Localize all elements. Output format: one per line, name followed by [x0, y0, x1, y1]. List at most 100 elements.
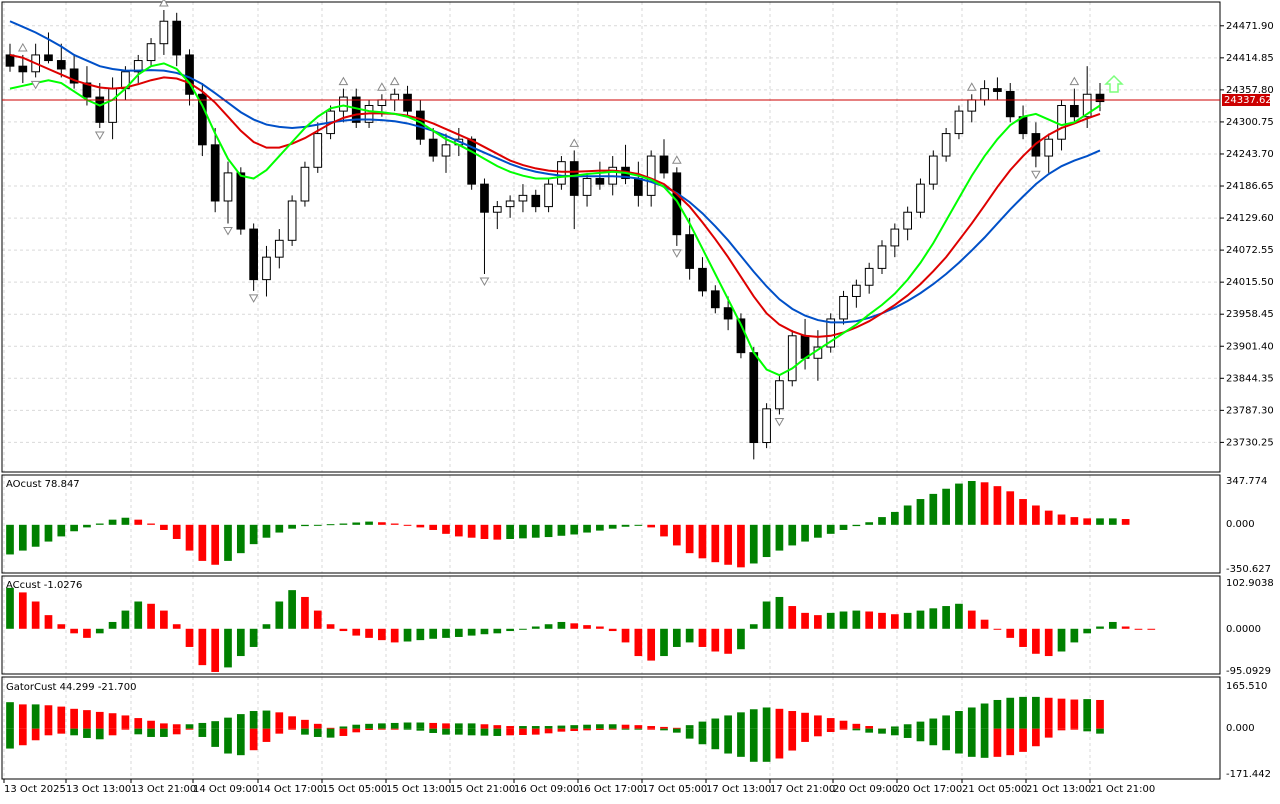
gator-down-bar: [929, 728, 938, 746]
candle-body: [403, 93, 412, 112]
ao-bar: [70, 524, 78, 532]
gator-down-bar: [31, 728, 40, 741]
ac-bar: [1134, 628, 1143, 630]
ac-bar: [339, 628, 348, 632]
fractal-up-marker: [17, 42, 28, 52]
ac-bar: [378, 628, 386, 641]
gator-up-bar: [544, 726, 553, 729]
ac-bar: [108, 621, 117, 629]
gator-up-bar: [698, 721, 707, 729]
gator-down-bar: [672, 728, 681, 733]
fractal-down-marker: [30, 80, 41, 90]
gator-up-bar: [608, 724, 617, 729]
ac-bar: [685, 628, 694, 643]
ao-bar: [288, 524, 296, 529]
gator-y-top: 165.510: [1226, 681, 1267, 692]
gator-up-bar: [570, 725, 579, 729]
candle-body: [685, 234, 694, 269]
ao-bar: [698, 524, 707, 559]
ao-bar: [275, 524, 284, 533]
ac-bar: [493, 628, 502, 634]
gator-up-bar: [826, 718, 835, 729]
gator-up-bar: [1057, 698, 1066, 729]
candle-body: [1057, 104, 1066, 140]
gator-up-bar: [249, 711, 258, 729]
gator-down-bar: [236, 728, 245, 756]
ac-bar: [621, 628, 630, 643]
ao-bar: [454, 524, 463, 537]
ac-bar: [608, 628, 617, 632]
gator-down-bar: [839, 728, 848, 730]
ao-bar: [365, 521, 373, 525]
gator-up-bar: [852, 723, 861, 729]
gator-down-bar: [6, 728, 14, 749]
gator-down-bar: [185, 728, 194, 730]
gator-up-bar: [1096, 699, 1104, 729]
gator-up-bar: [467, 723, 476, 729]
gator-up-bar: [1083, 699, 1092, 729]
candle-body: [749, 352, 759, 444]
gator-up-bar: [44, 705, 53, 729]
ac-bar: [429, 628, 438, 639]
ac-y-bot: -95.0929: [1226, 666, 1271, 677]
ac-bar: [955, 603, 963, 629]
gator-up-bar: [211, 721, 220, 729]
candle-body: [569, 161, 579, 196]
ac-bar: [365, 628, 373, 638]
gator-up-bar: [262, 710, 271, 729]
candle-body: [172, 20, 182, 56]
gator-down-bar: [814, 728, 822, 737]
ac-bar: [18, 592, 27, 629]
ac-bar: [544, 624, 553, 629]
gator-up-bar: [31, 704, 40, 729]
ao-bar: [531, 524, 540, 538]
candle-body: [531, 194, 541, 208]
gator-down-bar: [160, 728, 168, 737]
fractal-up-marker: [671, 155, 682, 164]
fractal-up-marker: [377, 82, 387, 91]
ao-bar: [480, 524, 489, 539]
ao-bar: [83, 524, 91, 528]
gator-up-bar: [967, 707, 976, 729]
main-panel-frame: [1, 1, 1221, 473]
gator-down-bar: [83, 728, 91, 738]
gator-down-bar: [442, 728, 450, 735]
candle-body: [800, 335, 810, 359]
gator-down-bar: [903, 728, 912, 738]
gator-down-bar: [390, 728, 399, 730]
fractal-up-marker: [569, 138, 580, 147]
x-tick-label: 14 Oct 09:00: [193, 784, 258, 795]
ao-bar: [262, 524, 271, 538]
ac-bar: [121, 610, 130, 629]
ao-bar: [249, 524, 258, 545]
gator-up-bar: [442, 723, 450, 729]
candle-body: [582, 178, 592, 196]
gator-down-bar: [544, 728, 553, 734]
gator-up-bar: [313, 723, 322, 729]
ao-bar: [955, 483, 963, 525]
ac-bar: [198, 628, 207, 666]
ao-bar: [685, 524, 694, 554]
candle-body: [723, 307, 733, 320]
ao-bar: [608, 524, 617, 529]
gator-up-bar: [993, 699, 1002, 729]
current-price-label: 24337.62: [1224, 95, 1272, 106]
candle-body: [185, 54, 194, 95]
ao-bar: [762, 524, 771, 558]
ac-bar: [890, 614, 899, 629]
gator-down-bar: [724, 728, 732, 754]
ac-bar: [454, 628, 463, 637]
gator-down-bar: [865, 728, 874, 733]
gator-down-bar: [403, 728, 412, 730]
ao-bar: [1044, 510, 1053, 525]
ac-bar: [865, 611, 874, 629]
ao-bar: [172, 524, 181, 539]
fractal-up-marker: [966, 82, 977, 91]
ac-bar: [814, 615, 822, 629]
gator-up-bar: [454, 723, 463, 729]
gator-up-bar: [672, 727, 681, 729]
gator-down-bar: [249, 728, 258, 751]
gator-up-bar: [865, 726, 874, 729]
gator-up-bar: [1044, 697, 1053, 729]
gator-down-bar: [570, 728, 579, 731]
